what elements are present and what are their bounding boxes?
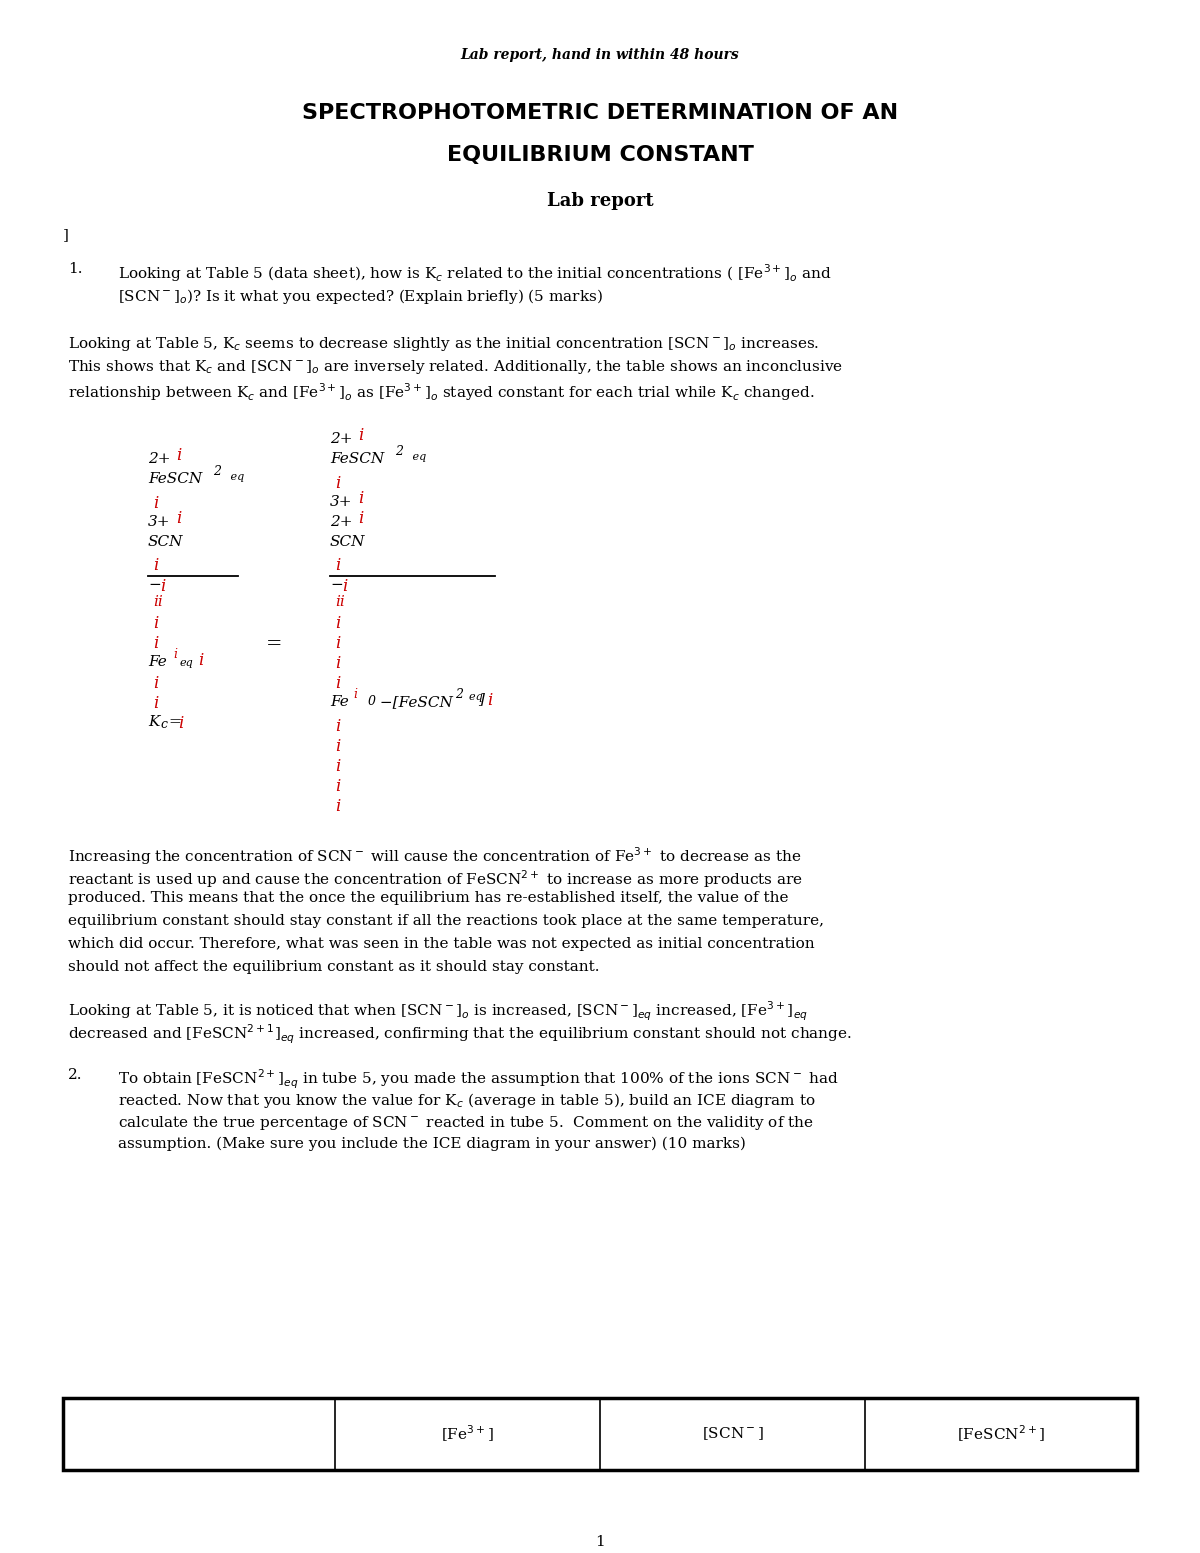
Text: i: i <box>335 798 341 815</box>
Text: Looking at Table 5, it is noticed that when [SCN$^-$]$_o$ is increased, [SCN$^-$: Looking at Table 5, it is noticed that w… <box>68 1000 808 1023</box>
Text: calculate the true percentage of SCN$^-$ reacted in tube 5.  Comment on the vali: calculate the true percentage of SCN$^-$… <box>118 1114 814 1132</box>
Text: SCN: SCN <box>148 534 184 550</box>
Text: 2: 2 <box>455 688 463 700</box>
Text: To obtain [FeSCN$^{2+}$]$_{eq}$ in tube 5, you made the assumption that 100% of : To obtain [FeSCN$^{2+}$]$_{eq}$ in tube … <box>118 1068 839 1092</box>
Text: −[FeSCN: −[FeSCN <box>374 696 452 710</box>
Text: i: i <box>335 615 341 632</box>
Text: i: i <box>335 778 341 795</box>
Text: eq: eq <box>402 452 426 461</box>
Text: 0: 0 <box>360 696 376 708</box>
Text: Fe: Fe <box>330 696 349 710</box>
Text: 2: 2 <box>214 464 221 478</box>
Text: reactant is used up and cause the concentration of FeSCN$^{2+}$ to increase as m: reactant is used up and cause the concen… <box>68 868 803 890</box>
Text: EQUILIBRIUM CONSTANT: EQUILIBRIUM CONSTANT <box>446 144 754 165</box>
Text: [Fe$^{3+}$]: [Fe$^{3+}$] <box>442 1424 494 1444</box>
Text: i: i <box>358 509 364 526</box>
Text: FeSCN: FeSCN <box>148 472 203 486</box>
Text: Lab report: Lab report <box>547 193 653 210</box>
Text: c: c <box>160 717 167 731</box>
Text: Looking at Table 5 (data sheet), how is K$_c$ related to the initial concentrati: Looking at Table 5 (data sheet), how is … <box>118 262 832 284</box>
Text: i: i <box>154 676 158 693</box>
Text: decreased and [FeSCN$^{2+1}$]$_{eq}$ increased, confirming that the equilibrium : decreased and [FeSCN$^{2+1}$]$_{eq}$ inc… <box>68 1023 852 1047</box>
Text: 1: 1 <box>595 1534 605 1548</box>
Text: Looking at Table 5, K$_c$ seems to decrease slightly as the initial concentratio: Looking at Table 5, K$_c$ seems to decre… <box>68 335 820 353</box>
Text: [FeSCN$^{2+}$]: [FeSCN$^{2+}$] <box>956 1424 1045 1444</box>
Text: ii: ii <box>335 595 344 609</box>
Text: [SCN$^-$]: [SCN$^-$] <box>702 1426 763 1443</box>
Text: [SCN$^-$]$_o$)? Is it what you expected? (Explain briefly) (5 marks): [SCN$^-$]$_o$)? Is it what you expected?… <box>118 287 604 306</box>
Text: i: i <box>358 491 364 506</box>
Text: 2+: 2+ <box>330 516 353 530</box>
Text: ]: ] <box>478 693 484 707</box>
Text: i: i <box>335 758 341 775</box>
Text: i: i <box>176 509 181 526</box>
Text: i: i <box>358 427 364 444</box>
Text: eq: eq <box>462 693 482 702</box>
Text: =: = <box>266 635 282 652</box>
Text: i: i <box>335 475 341 492</box>
Text: i: i <box>342 578 347 595</box>
Text: 1.: 1. <box>68 262 83 276</box>
Text: i: i <box>335 717 341 735</box>
Text: eq: eq <box>220 472 245 481</box>
Text: 2.: 2. <box>68 1068 83 1082</box>
Text: i: i <box>154 558 158 575</box>
Text: i: i <box>154 495 158 512</box>
Text: i: i <box>487 693 492 710</box>
Text: i: i <box>198 652 203 669</box>
Text: i: i <box>176 447 181 464</box>
Text: 2+: 2+ <box>330 432 353 446</box>
Text: −: − <box>148 578 161 592</box>
Text: 2: 2 <box>395 446 403 458</box>
Text: i: i <box>335 655 341 672</box>
Text: should not affect the equilibrium constant as it should stay constant.: should not affect the equilibrium consta… <box>68 960 600 974</box>
Text: ii: ii <box>154 595 163 609</box>
Text: Increasing the concentration of SCN$^-$ will cause the concentration of Fe$^{3+}: Increasing the concentration of SCN$^-$ … <box>68 845 802 867</box>
Text: −: − <box>330 578 343 592</box>
Text: 2+: 2+ <box>148 452 170 466</box>
Text: relationship between K$_c$ and [Fe$^{3+}$]$_o$ as [Fe$^{3+}$]$_o$ stayed constan: relationship between K$_c$ and [Fe$^{3+}… <box>68 380 815 402</box>
Text: i: i <box>173 648 178 662</box>
Text: This shows that K$_c$ and [SCN$^-$]$_o$ are inversely related. Additionally, the: This shows that K$_c$ and [SCN$^-$]$_o$ … <box>68 359 842 376</box>
Text: i: i <box>335 558 341 575</box>
Text: i: i <box>154 615 158 632</box>
Text: i: i <box>335 738 341 755</box>
Text: i: i <box>178 714 184 731</box>
Text: i: i <box>154 696 158 711</box>
Text: eq: eq <box>180 658 193 668</box>
Text: Fe: Fe <box>148 655 167 669</box>
Text: ]: ] <box>64 228 68 242</box>
Text: i: i <box>335 676 341 693</box>
Text: i: i <box>353 688 358 700</box>
Bar <box>64 1398 1138 1471</box>
Text: =: = <box>168 714 181 728</box>
Text: SPECTROPHOTOMETRIC DETERMINATION OF AN: SPECTROPHOTOMETRIC DETERMINATION OF AN <box>302 102 898 123</box>
Text: 3+: 3+ <box>148 516 170 530</box>
Text: 3+: 3+ <box>330 495 353 509</box>
Text: which did occur. Therefore, what was seen in the table was not expected as initi: which did occur. Therefore, what was see… <box>68 936 815 950</box>
Text: i: i <box>160 578 166 595</box>
Text: i: i <box>154 635 158 652</box>
Text: Lab report, hand in within 48 hours: Lab report, hand in within 48 hours <box>461 48 739 62</box>
Text: produced. This means that the once the equilibrium has re-established itself, th: produced. This means that the once the e… <box>68 891 788 905</box>
Text: K: K <box>148 714 160 728</box>
Text: FeSCN: FeSCN <box>330 452 384 466</box>
Text: equilibrium constant should stay constant if all the reactions took place at the: equilibrium constant should stay constan… <box>68 915 824 929</box>
Text: SCN: SCN <box>330 534 366 550</box>
Text: assumption. (Make sure you include the ICE diagram in your answer) (10 marks): assumption. (Make sure you include the I… <box>118 1137 746 1151</box>
Text: reacted. Now that you know the value for K$_c$ (average in table 5), build an IC: reacted. Now that you know the value for… <box>118 1092 816 1110</box>
Text: i: i <box>335 635 341 652</box>
